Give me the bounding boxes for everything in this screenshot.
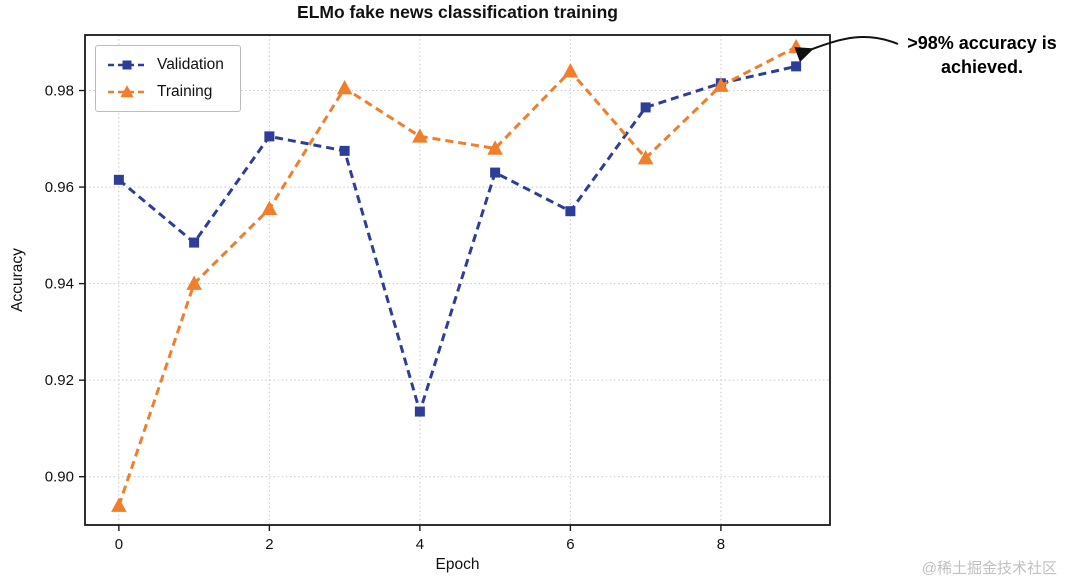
svg-text:0.96: 0.96 bbox=[45, 179, 74, 196]
svg-text:2: 2 bbox=[265, 536, 273, 553]
legend-item-training: Training bbox=[106, 83, 224, 101]
watermark: @稀土掘金技术社区 bbox=[921, 560, 1057, 577]
svg-text:6: 6 bbox=[566, 536, 574, 553]
svg-text:0.94: 0.94 bbox=[45, 276, 74, 293]
legend-label-training: Training bbox=[157, 83, 213, 100]
annotation-text: >98% accuracy is achieved. bbox=[907, 33, 1057, 78]
legend-item-validation: Validation bbox=[106, 56, 224, 74]
annotation-arrow bbox=[794, 35, 899, 63]
svg-text:8: 8 bbox=[717, 536, 725, 553]
chart-title: ELMo fake news classification training bbox=[297, 2, 618, 22]
svg-text:0: 0 bbox=[115, 536, 123, 553]
series-validation bbox=[113, 61, 802, 417]
y-axis-label: Accuracy bbox=[9, 248, 26, 312]
svg-text:0.98: 0.98 bbox=[45, 83, 74, 100]
svg-text:4: 4 bbox=[416, 536, 424, 553]
validation-line-swatch bbox=[108, 60, 146, 70]
svg-text:0.90: 0.90 bbox=[45, 469, 74, 486]
svg-text:0.92: 0.92 bbox=[45, 372, 74, 389]
legend-label-validation: Validation bbox=[157, 56, 224, 73]
training-line-swatch bbox=[108, 85, 146, 98]
x-axis-label: Epoch bbox=[435, 556, 480, 573]
series-training bbox=[111, 39, 804, 512]
legend: Validation Training bbox=[95, 45, 241, 112]
axis-ticks: 0.90 0.92 0.94 0.96 0.98 0 2 4 6 8 bbox=[45, 34, 831, 553]
